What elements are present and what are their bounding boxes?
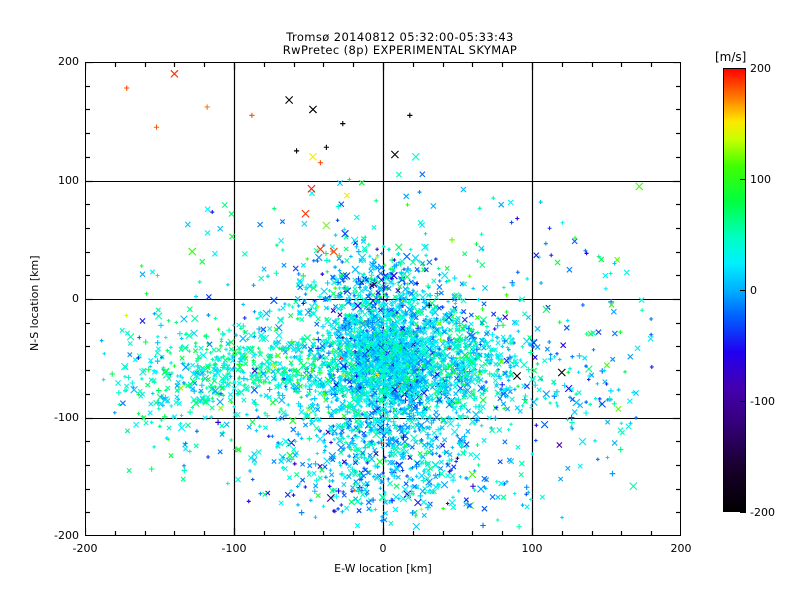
colorbar-tick-mark — [740, 401, 746, 403]
figure-title-line1: Tromsø 20140812 05:32:00-05:33:43 — [286, 30, 514, 44]
colorbar-tick-mark — [740, 68, 746, 70]
y-tick-label: -100 — [54, 410, 79, 424]
colorbar-tick-label: -200 — [750, 506, 775, 519]
x-tick-label: -200 — [72, 542, 98, 555]
colorbar-tick-label: 0 — [750, 284, 757, 297]
x-tick-label: 100 — [521, 542, 543, 555]
y-tick-label: 0 — [72, 292, 79, 305]
colorbar-unit-label: [m/s] — [715, 50, 747, 64]
y-axis-label: N-S location [km] — [28, 255, 41, 352]
scatter-plot-canvas — [85, 62, 681, 536]
x-axis-label: E-W location [km] — [334, 562, 432, 575]
colorbar-tick-label: 200 — [750, 62, 771, 75]
y-tick-label: -200 — [54, 529, 79, 542]
y-tick-label: 100 — [58, 173, 79, 187]
figure-title-line2: RwPretec (8p) EXPERIMENTAL SKYMAP — [282, 43, 518, 57]
x-tick-label: -100 — [221, 542, 247, 555]
colorbar-tick-label: -100 — [750, 395, 775, 408]
x-tick-label: 0 — [379, 542, 387, 555]
colorbar-tick-mark — [740, 290, 746, 292]
x-tick-label: 200 — [670, 542, 692, 555]
colorbar-tick-mark — [740, 179, 746, 181]
colorbar-tick-mark — [740, 512, 746, 514]
y-tick-label: 200 — [58, 55, 79, 68]
colorbar-tick-label: 100 — [750, 173, 771, 186]
